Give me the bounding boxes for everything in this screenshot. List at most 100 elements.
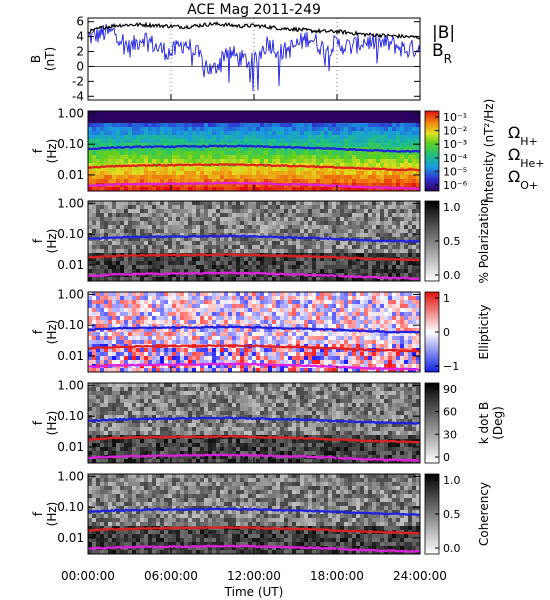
spectrogram-cell: [376, 221, 381, 226]
spectrogram-cell: [120, 249, 125, 254]
spectrogram-cell: [368, 233, 373, 238]
spectrogram-cell: [156, 159, 161, 164]
spectrogram-cell: [152, 205, 157, 210]
spectrogram-cell: [96, 249, 101, 254]
spectrogram-cell: [120, 213, 125, 218]
spectrogram-cell: [88, 356, 93, 361]
spectrogram-cell: [148, 183, 153, 188]
spectrogram-cell: [360, 131, 365, 136]
spectrogram-cell: [292, 175, 297, 180]
spectrogram-cell: [276, 340, 281, 345]
spectrogram-cell: [344, 209, 349, 214]
spectrogram-cell: [108, 171, 113, 176]
spectrogram-cell: [100, 201, 105, 206]
spectrogram-cell: [96, 225, 101, 230]
spectrogram-cell: [120, 111, 125, 116]
spectrogram-cell: [360, 127, 365, 132]
spectrogram-cell: [204, 159, 209, 164]
spectrogram-cell: [352, 352, 357, 357]
spectrogram-cell: [372, 151, 377, 156]
spectrogram-cell: [104, 167, 109, 172]
spectrogram-cell: [248, 159, 253, 164]
spectrogram-cell: [240, 352, 245, 357]
spectrogram-cell: [240, 328, 245, 333]
spectrogram-cell: [364, 253, 369, 258]
spectrogram-cell: [136, 111, 141, 116]
spectrogram-cell: [312, 131, 317, 136]
spectrogram-cell: [356, 139, 361, 144]
spectrogram-cell: [324, 308, 329, 313]
spectrogram-cell: [88, 131, 93, 136]
spectrogram-cell: [120, 277, 125, 281]
spectrogram-cell: [144, 229, 149, 234]
spectrogram-cell: [312, 253, 317, 258]
spectrogram-cell: [188, 187, 193, 191]
spectrogram-cell: [288, 151, 293, 156]
spectrogram-cell: [160, 336, 165, 341]
spectrogram-cell: [232, 119, 237, 124]
spectrogram-cell: [248, 249, 253, 254]
spectrogram-cell: [192, 229, 197, 234]
spectrogram-cell: [208, 147, 213, 152]
spectrogram-cell: [108, 356, 113, 361]
spectrogram-cell: [164, 368, 169, 372]
spectrogram-cell: [340, 332, 345, 337]
spectrogram-cell: [296, 348, 301, 353]
spectrogram-cell: [176, 131, 181, 136]
spectrogram-cell: [296, 115, 301, 120]
spectrogram-cell: [388, 300, 393, 305]
spectrogram-cell: [128, 131, 133, 136]
spectrogram-cell: [284, 336, 289, 341]
spectrogram-cell: [416, 225, 420, 230]
spectrogram-cell: [344, 143, 349, 148]
spectrogram-cell: [332, 221, 337, 226]
spectrogram-cell: [304, 123, 309, 128]
spectrogram-cell: [392, 135, 397, 140]
spectrogram-cell: [324, 201, 329, 206]
spectrogram-cell: [140, 300, 145, 305]
spectrogram-cell: [204, 151, 209, 156]
spectrogram-cell: [276, 187, 281, 191]
spectrogram-cell: [272, 175, 277, 180]
spectrogram-cell: [364, 209, 369, 214]
spectrogram-cell: [324, 171, 329, 176]
spectrogram-cell: [120, 221, 125, 226]
spectrogram-cell: [260, 119, 265, 124]
spectrogram-cell: [184, 131, 189, 136]
spectrogram-cell: [296, 205, 301, 210]
spectrogram-cell: [112, 213, 117, 218]
spectrogram-cell: [404, 233, 409, 238]
spectrogram-cell: [164, 273, 169, 278]
spectrogram-cell: [148, 336, 153, 341]
spectrogram-cell: [256, 115, 261, 120]
spectrogram-cell: [140, 257, 145, 262]
spectrogram-cell: [324, 143, 329, 148]
spectrogram-cell: [336, 111, 341, 116]
spectrogram-cell: [412, 217, 417, 222]
spectrogram-cell: [172, 221, 177, 226]
spectrogram-cell: [188, 312, 193, 317]
spectrogram-cell: [360, 179, 365, 184]
spectrogram-cell: [376, 155, 381, 160]
spectrogram-cell: [184, 123, 189, 128]
spectrogram-cell: [276, 213, 281, 218]
spectrogram-cell: [348, 213, 353, 218]
y-tick-label: 0.10: [57, 137, 84, 151]
spectrogram-cell: [272, 229, 277, 234]
spectrogram-cell: [316, 233, 321, 238]
colorbar-tick-label: 10⁻¹: [443, 111, 467, 124]
spectrogram-cell: [272, 348, 277, 353]
spectrogram-cell: [160, 155, 165, 160]
spectrogram-cell: [384, 300, 389, 305]
spectrogram-cell: [152, 296, 157, 301]
spectrogram-cell: [340, 111, 345, 116]
spectrogram-cell: [268, 364, 273, 369]
spectrogram-cell: [96, 356, 101, 361]
spectrogram-cell: [144, 300, 149, 305]
spectrogram-cell: [328, 241, 333, 246]
spectrogram-cell: [104, 328, 109, 333]
spectrogram-cell: [336, 135, 341, 140]
spectrogram-cell: [212, 304, 217, 309]
spectrogram-cell: [100, 225, 105, 230]
spectrogram-cell: [284, 320, 289, 325]
